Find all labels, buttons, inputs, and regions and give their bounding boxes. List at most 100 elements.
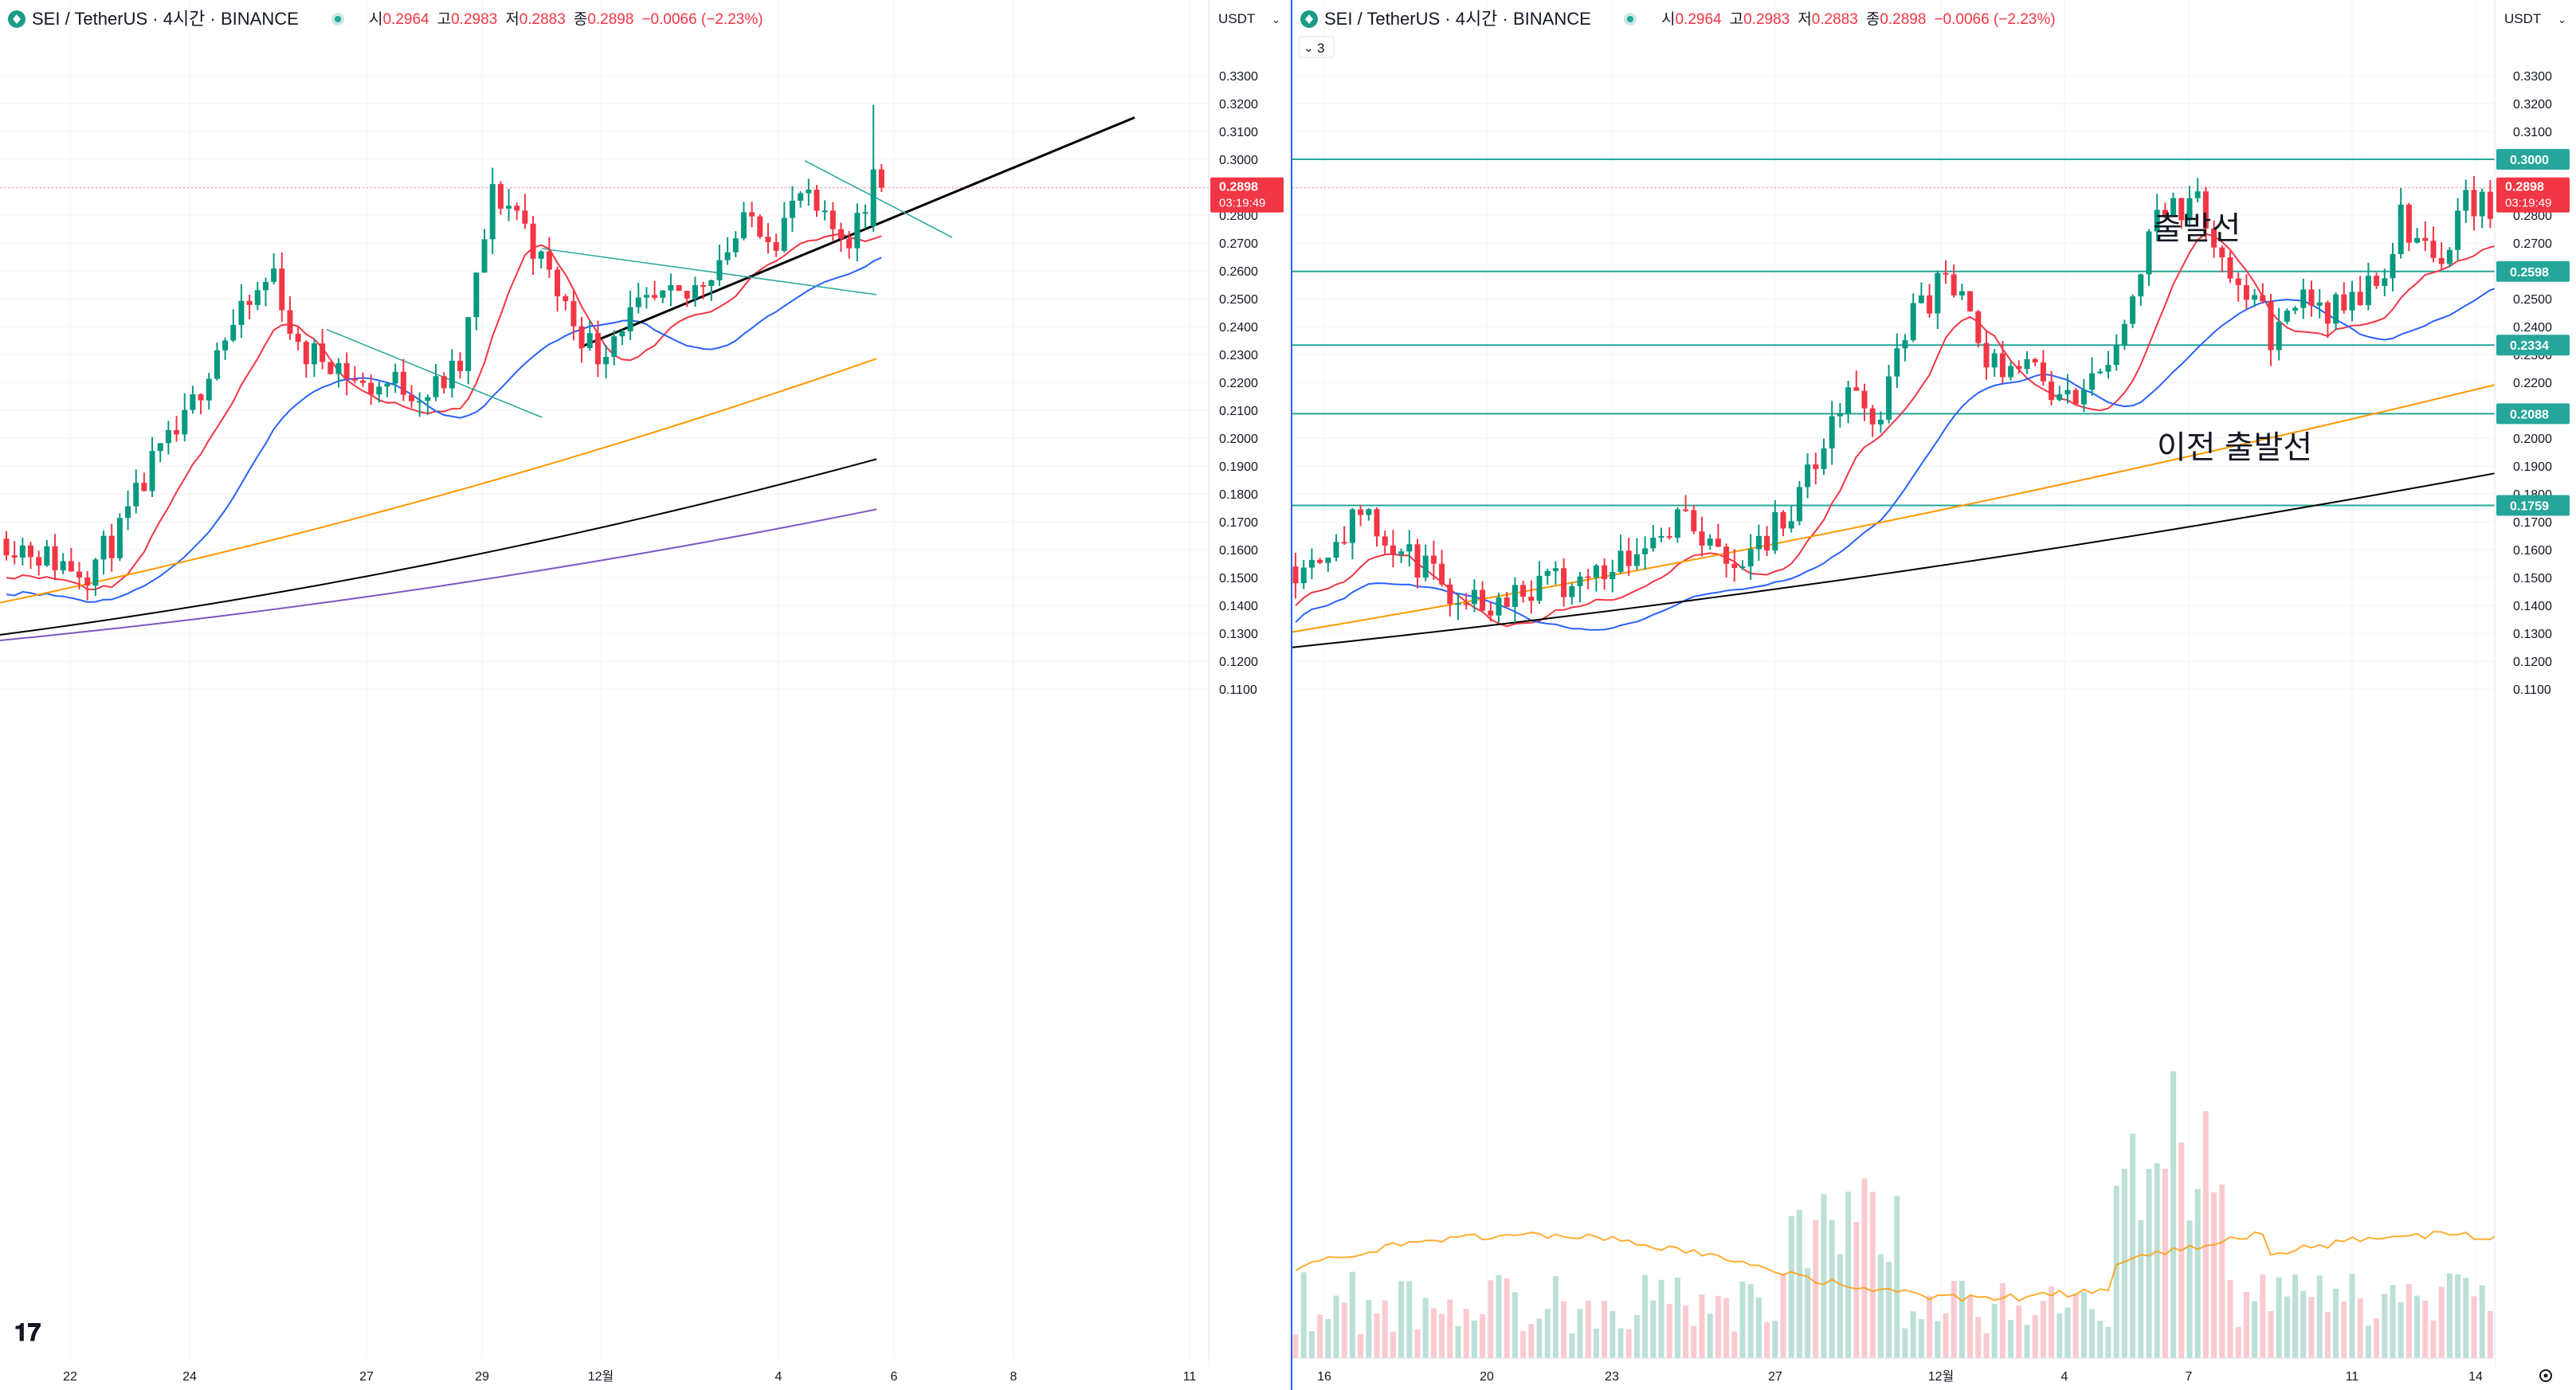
candle-down bbox=[2032, 358, 2038, 362]
settings-gear-icon[interactable] bbox=[2539, 1369, 2552, 1382]
candle-down bbox=[2227, 257, 2233, 279]
tradingview-logo[interactable]: 𝟏𝟕 bbox=[14, 1320, 41, 1346]
candle-up bbox=[449, 360, 455, 389]
volume-bar bbox=[2260, 1274, 2266, 1358]
price-tick-label: 0.3100 bbox=[1219, 126, 1258, 139]
volume-bar bbox=[2162, 1169, 2168, 1358]
candle-up bbox=[2284, 310, 2290, 322]
candle-down bbox=[1731, 563, 1738, 568]
candle-up bbox=[854, 213, 861, 249]
currency-button[interactable]: USDT ⌄ bbox=[2497, 6, 2570, 30]
volume-bar bbox=[1813, 1220, 1819, 1358]
candle-up bbox=[2121, 323, 2127, 346]
right-chart-pane[interactable]: 출발선 이전 출발선 0.33000.32000.31000.30000.290… bbox=[1292, 0, 2576, 1390]
candle-down bbox=[578, 326, 585, 348]
candle-up bbox=[724, 252, 731, 260]
candle-down bbox=[1374, 509, 1380, 537]
left-chart-pane[interactable]: 0.33000.32000.31000.30000.29000.28000.27… bbox=[0, 0, 1291, 1390]
candle-down bbox=[1382, 536, 1388, 546]
volume-bar bbox=[2365, 1325, 2371, 1358]
time-tick-label: 4 bbox=[2061, 1370, 2068, 1384]
close-value: 0.2898 bbox=[587, 11, 633, 28]
indicators-toggle[interactable]: ⌄ 3 bbox=[1298, 36, 1335, 58]
candle-up bbox=[473, 272, 480, 318]
time-tick-label: 27 bbox=[1768, 1370, 1782, 1384]
volume-bar bbox=[1958, 1280, 1965, 1358]
time-tick-label: 6 bbox=[891, 1370, 898, 1384]
volume-bar bbox=[2170, 1071, 2177, 1358]
countdown-timer: 03:19:49 bbox=[2505, 197, 2551, 210]
grid bbox=[1292, 0, 2495, 1358]
price-axis[interactable] bbox=[1209, 0, 1291, 1370]
candle-up bbox=[1845, 387, 1852, 414]
candle-down bbox=[1292, 566, 1299, 584]
level-label-box bbox=[2496, 335, 2570, 356]
ma-black-line bbox=[1292, 457, 2576, 648]
price-tick-label: 0.2200 bbox=[2513, 377, 2552, 390]
candle-down bbox=[3, 538, 10, 556]
pane-divider[interactable] bbox=[1291, 0, 1293, 1390]
ma-red-line bbox=[1295, 233, 2540, 628]
symbol-legend[interactable]: SEI / TetherUS · 4시간 · BINANCE 시0.2964 고0… bbox=[8, 9, 763, 29]
candle-up bbox=[392, 371, 398, 384]
currency-button[interactable]: USDT ⌄ bbox=[1211, 6, 1284, 30]
volume-bar bbox=[2202, 1111, 2209, 1358]
volume-bar bbox=[1374, 1313, 1380, 1358]
volume-bar bbox=[1853, 1221, 1860, 1358]
volume-bar bbox=[2446, 1273, 2452, 1358]
horizontal-levels[interactable] bbox=[1292, 159, 2495, 507]
annotation-previous-start-line[interactable]: 이전 출발선 bbox=[2157, 430, 2312, 465]
price-tick-label: 0.2600 bbox=[1219, 265, 1258, 279]
candle-down bbox=[1869, 408, 1876, 425]
candle-down bbox=[295, 333, 301, 343]
time-axis[interactable] bbox=[0, 1358, 1209, 1390]
volume-bars bbox=[1292, 1071, 2543, 1358]
price-tick-label: 0.1600 bbox=[1219, 544, 1258, 558]
candle-up bbox=[732, 238, 739, 253]
volume-bar bbox=[1650, 1300, 1657, 1358]
time-axis[interactable] bbox=[1292, 1358, 2495, 1390]
candle-up bbox=[1471, 589, 1477, 605]
volume-bar bbox=[2154, 1163, 2160, 1358]
annotation-start-line[interactable]: 출발선 bbox=[2153, 211, 2241, 246]
volume-bar bbox=[1511, 1292, 1518, 1358]
volume-bar bbox=[2064, 1307, 2071, 1358]
candle-down bbox=[1520, 585, 1527, 597]
candle-down bbox=[2422, 237, 2429, 241]
volume-bar bbox=[1406, 1281, 1413, 1358]
volume-bar bbox=[2235, 1326, 2241, 1358]
volume-bar bbox=[1780, 1274, 1786, 1358]
volume-bar bbox=[1747, 1284, 1754, 1358]
price-tick-label: 0.1900 bbox=[2513, 460, 2552, 474]
candle-up bbox=[2170, 198, 2177, 216]
price-axis-ticks: 0.33000.32000.31000.30000.29000.28000.27… bbox=[1219, 70, 1258, 697]
price-axis[interactable] bbox=[2495, 0, 2576, 1370]
candle-down bbox=[2341, 294, 2347, 311]
candle-down bbox=[2016, 366, 2022, 370]
volume-bar bbox=[1430, 1308, 1437, 1358]
volume-bar bbox=[2357, 1298, 2363, 1358]
candle-up bbox=[2300, 289, 2307, 308]
candle-up bbox=[870, 169, 876, 227]
volume-bar bbox=[1999, 1283, 2006, 1358]
candle-up bbox=[2333, 294, 2339, 324]
high-value: 0.2983 bbox=[451, 11, 497, 28]
level-label-text: 0.2334 bbox=[2510, 339, 2549, 353]
volume-bar bbox=[2032, 1315, 2038, 1358]
moving-averages bbox=[0, 233, 882, 641]
indicator-count: 3 bbox=[1317, 41, 1324, 56]
volume-bar bbox=[1480, 1314, 1486, 1358]
right-chart-svg[interactable]: 출발선 이전 출발선 0.33000.32000.31000.30000.290… bbox=[1292, 0, 2576, 1390]
candle-up bbox=[376, 386, 382, 395]
candle-down bbox=[52, 546, 58, 571]
moving-averages bbox=[1292, 233, 2576, 648]
time-tick-label: 4 bbox=[775, 1370, 782, 1384]
volume-bar bbox=[1593, 1328, 1599, 1358]
candle-up bbox=[2008, 366, 2014, 378]
left-chart-svg[interactable]: 0.33000.32000.31000.30000.29000.28000.27… bbox=[0, 0, 1291, 1390]
level-labels: 0.3000 0.2598 0.2334 0.2088 0.1759 bbox=[2496, 149, 2570, 516]
candle-up bbox=[2252, 295, 2258, 300]
symbol-legend[interactable]: SEI / TetherUS · 4시간 · BINANCE 시0.2964 고0… bbox=[1300, 9, 2056, 29]
candle-up bbox=[311, 343, 317, 365]
